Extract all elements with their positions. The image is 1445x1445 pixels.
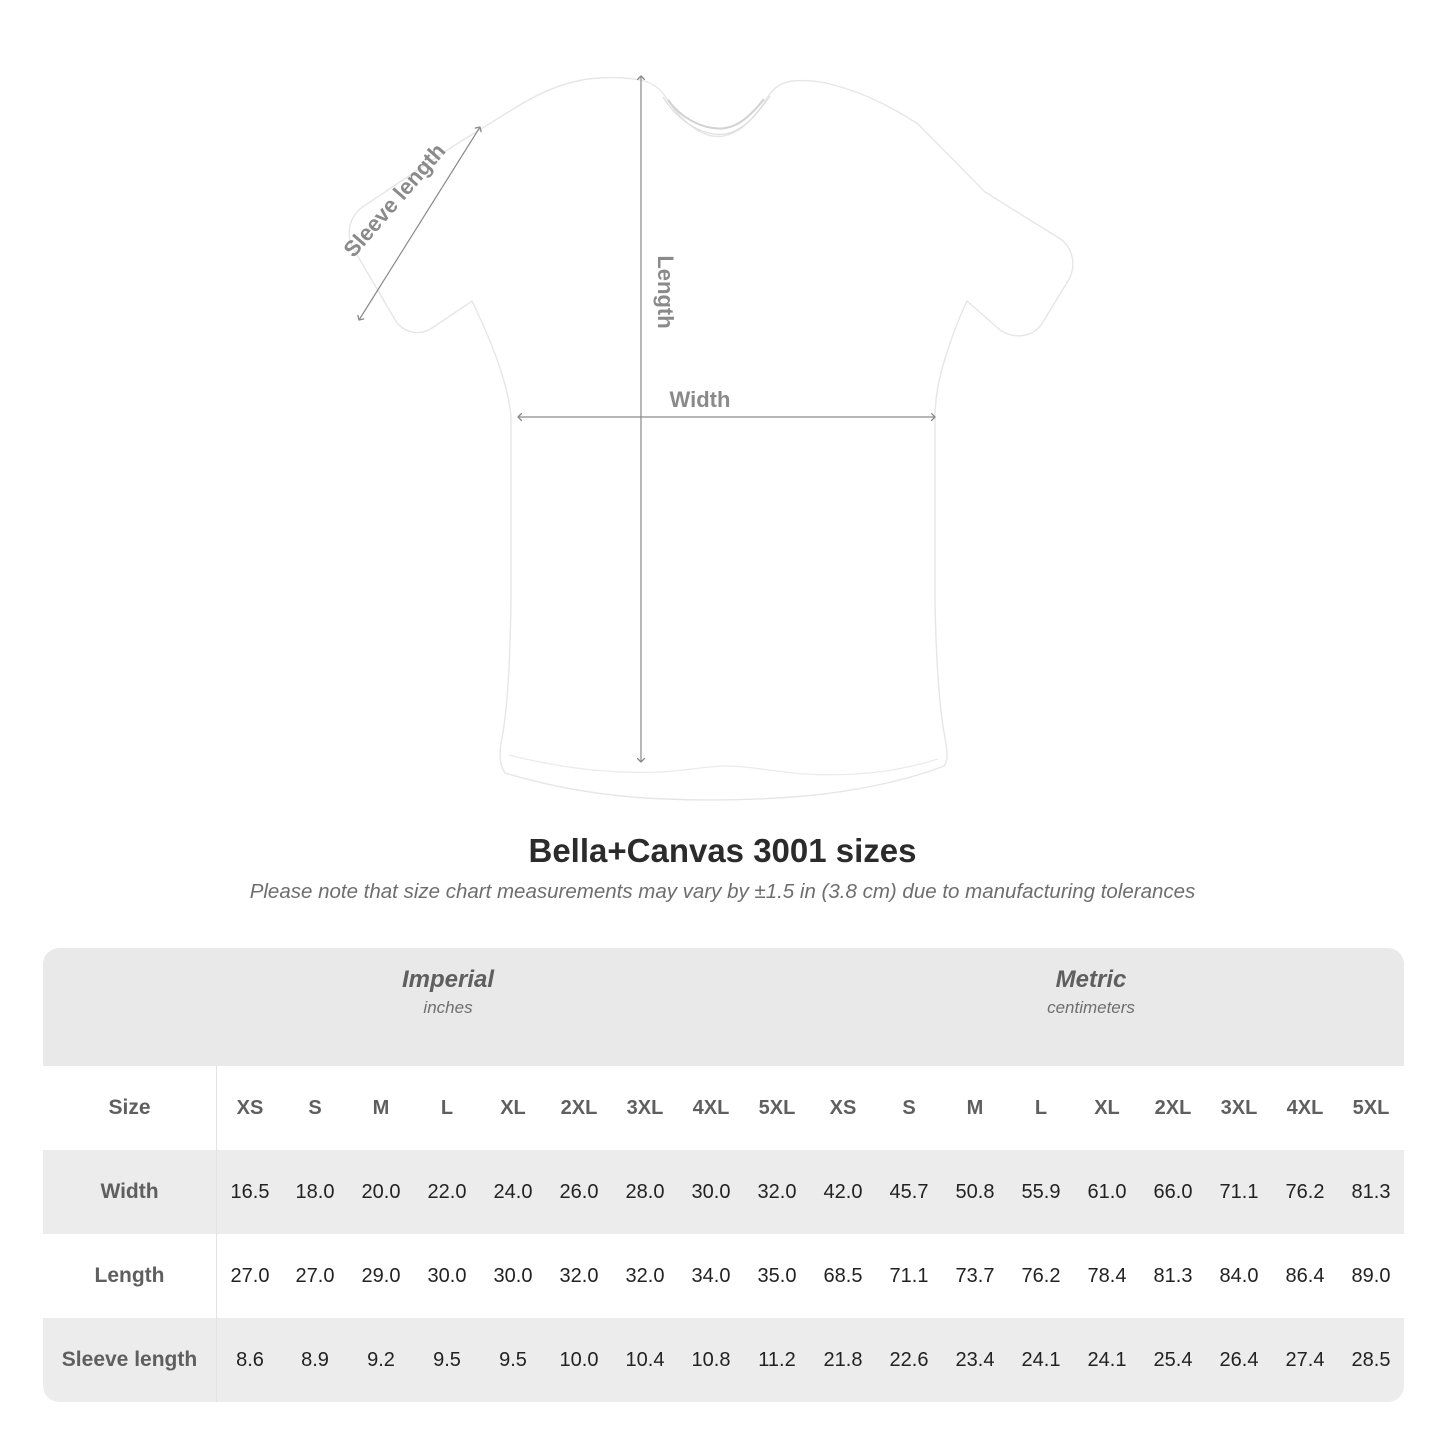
svg-text:Width: Width — [670, 387, 731, 412]
svg-text:Length: Length — [653, 255, 678, 328]
